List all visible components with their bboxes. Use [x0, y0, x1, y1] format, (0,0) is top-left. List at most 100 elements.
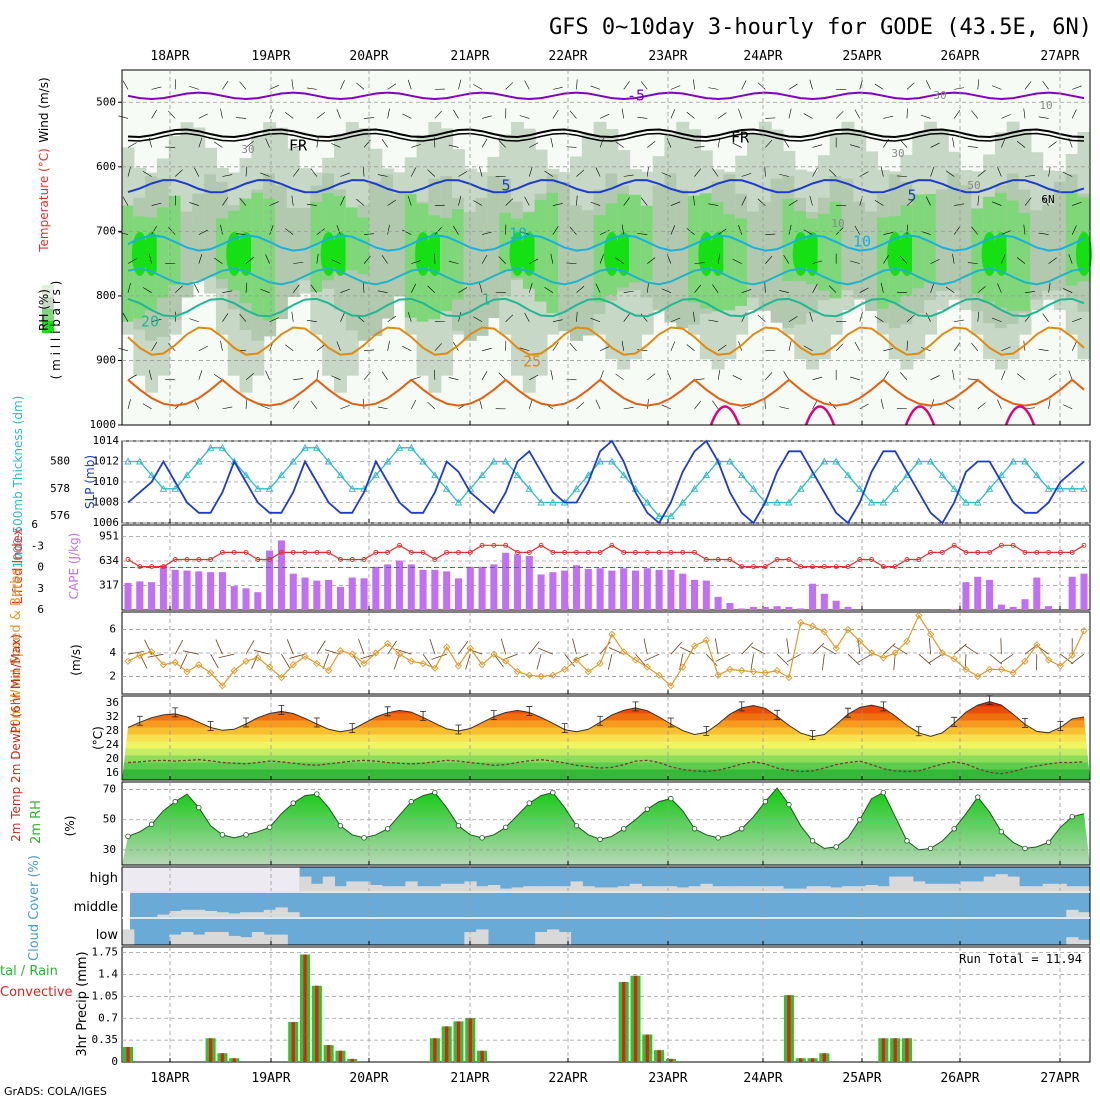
wind-barb: [576, 311, 578, 322]
temp-minmax-bar: [1057, 721, 1064, 731]
wind-barb: [363, 139, 371, 148]
rh-column: [782, 198, 796, 281]
wind-barb: [623, 197, 630, 206]
temperature-contour: [127, 267, 1085, 286]
wind-barb: [595, 283, 601, 293]
wind-barb: [637, 116, 648, 119]
wind-speed-point: [1044, 656, 1053, 664]
contour-label: FR: [289, 137, 308, 155]
cape-bar: [148, 582, 156, 610]
li-point: [326, 549, 332, 555]
slp-line: [127, 439, 1085, 525]
li-point: [1034, 549, 1040, 555]
rh-point: [691, 826, 698, 832]
wind-speed-point: [336, 647, 345, 655]
wind-barb: [498, 372, 506, 381]
thickness-point: [1080, 484, 1088, 492]
wind-barb: [245, 282, 248, 293]
wind-barb-10m: [215, 639, 223, 655]
li-point: [172, 557, 178, 562]
wind-barb: [198, 254, 203, 264]
wind-barb: [812, 144, 823, 148]
temp-minmax-bar: [561, 723, 568, 733]
wind-barb: [151, 86, 162, 90]
wind-barb: [783, 254, 790, 264]
wind-barb-10m: [786, 653, 801, 663]
wind-barb: [292, 400, 300, 410]
wind-barb: [809, 195, 813, 206]
temp-minmax-bar: [986, 695, 993, 705]
cape-bar: [726, 603, 734, 610]
cloud-cell: [582, 886, 595, 891]
wind-barb: [479, 282, 483, 293]
rh-column: [345, 207, 359, 271]
li-point: [692, 549, 697, 555]
li-point: [302, 549, 308, 555]
wind-speed-point: [844, 625, 852, 634]
li-point: [515, 549, 520, 555]
thickness-point: [313, 443, 321, 451]
wind-barb: [925, 80, 931, 90]
wind-barb: [245, 398, 248, 409]
wind-barb: [859, 171, 869, 177]
wind-barb: [407, 79, 412, 90]
wind-barb: [647, 141, 656, 148]
cape-bar: [832, 600, 840, 610]
wind-barb: [453, 109, 459, 119]
rh-point: [550, 789, 556, 796]
cloud-clear-cell: [181, 867, 194, 891]
wind-tick-label: 4: [109, 646, 116, 659]
top-date-label: 23APR: [648, 49, 687, 64]
wind-barb: [812, 260, 823, 264]
wind-barb: [448, 144, 459, 148]
thickness-point: [348, 484, 357, 492]
cloud-cell: [818, 886, 831, 891]
wind-speed-point: [785, 673, 793, 682]
li-point: [491, 542, 497, 548]
wind-speed-point: [655, 671, 663, 679]
wind-barb: [637, 233, 648, 235]
wind-barb: [859, 403, 869, 410]
wind-barb: [377, 290, 388, 293]
wind-speed-point: [985, 665, 994, 674]
rh-column: [758, 201, 772, 311]
cape-bar: [183, 570, 191, 610]
wind-barb: [599, 254, 604, 264]
cloud-cell: [464, 932, 477, 945]
rh-point: [833, 844, 839, 850]
wind-speed-point: [938, 649, 947, 657]
rh-max-blob: [887, 231, 904, 276]
wind-barb: [765, 349, 776, 352]
wind-barb-10m: [127, 650, 144, 655]
top-date-label: 25APR: [842, 49, 881, 64]
wind-barb: [550, 369, 554, 380]
precip-axis-label: 3hr Precip (mm): [75, 951, 90, 1056]
rh-point: [314, 791, 320, 797]
rh-max-blob: [981, 231, 998, 276]
wind-barb: [434, 343, 442, 351]
wind-barb: [402, 113, 412, 119]
li-point: [1010, 542, 1016, 548]
wind-speed-point: [561, 665, 569, 674]
li-point: [550, 549, 556, 555]
wind-speed-point: [549, 671, 557, 679]
li-point: [786, 557, 792, 562]
precip-bar-convective: [350, 1058, 354, 1062]
li-point: [1069, 549, 1075, 555]
wind-barb: [977, 286, 986, 293]
wind-barb: [850, 260, 860, 264]
rh-column: [499, 212, 513, 272]
wind-speed-point: [1021, 657, 1029, 665]
thickness-point: [206, 443, 215, 451]
cloud-clear-cell: [275, 867, 288, 891]
wind-barb: [498, 256, 506, 264]
li-point: [916, 557, 922, 562]
contour-label: 5: [501, 177, 510, 195]
wind-barb: [967, 262, 978, 264]
rh-point: [1069, 814, 1075, 820]
wind-barb: [732, 258, 742, 264]
cloud-cell: [263, 909, 277, 917]
thickness-point: [608, 457, 616, 465]
li-line: [127, 544, 1085, 568]
wind-speed-point: [879, 654, 887, 662]
